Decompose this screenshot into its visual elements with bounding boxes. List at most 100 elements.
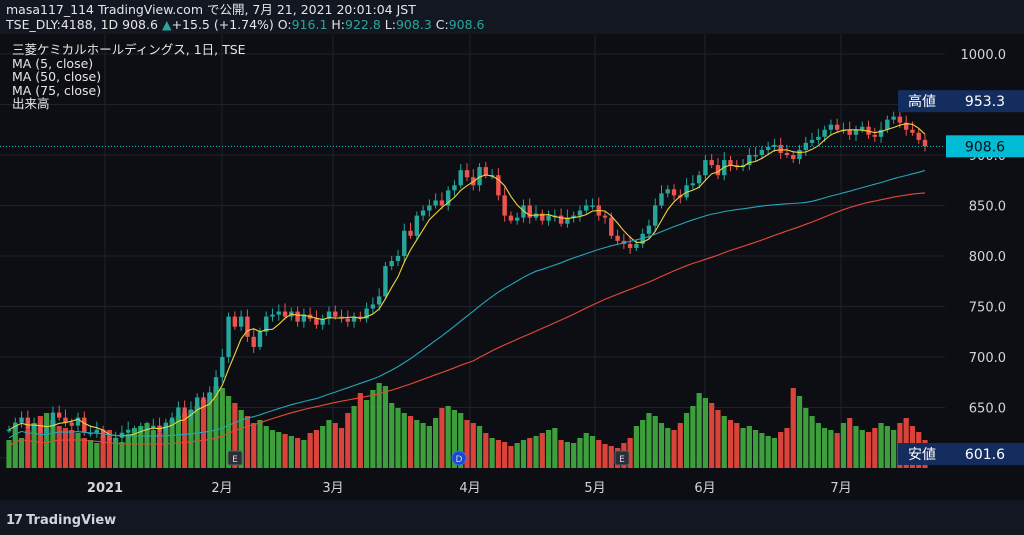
volume-bar [263, 426, 269, 468]
volume-bar [94, 443, 100, 468]
volume-bar [778, 432, 784, 468]
price-chart[interactable]: EDE 1000.0950.0900.0850.0800.0750.0700.0… [0, 34, 1024, 500]
open-value: 916.1 [291, 17, 328, 32]
candle-body [709, 160, 714, 166]
candle-body [107, 437, 112, 440]
candle-body [828, 124, 834, 130]
candle-body [63, 417, 68, 423]
volume-bar [81, 438, 87, 468]
volume-bar [407, 416, 414, 468]
candle-body [916, 132, 921, 140]
volume-bar [131, 428, 138, 468]
volume-bar [539, 433, 545, 468]
volume-bar [451, 410, 458, 468]
candle-body [282, 311, 288, 317]
candle-body [728, 160, 733, 166]
high-label: H: [331, 17, 346, 32]
volume-bar [182, 413, 188, 468]
volume-bar [784, 428, 790, 468]
chart-legend: 三菱ケミカルホールディングス, 1日, TSE MA (5, close) MA… [12, 43, 246, 111]
price-tag-name: 安値 [908, 447, 936, 463]
candle-body [38, 425, 43, 433]
volume-bar [414, 420, 420, 468]
candle-body [207, 392, 212, 403]
volume-bar [25, 430, 31, 468]
candle-body [609, 217, 614, 236]
tradingview-brand: TradingView [26, 513, 117, 528]
volume-bar [483, 433, 489, 468]
volume-bar [859, 430, 865, 468]
tradingview-logo[interactable]: 17 TradingView [6, 513, 116, 528]
candle-body [653, 205, 658, 226]
volume-bar [790, 388, 796, 468]
volume-bar [188, 410, 194, 468]
volume-bar [803, 408, 809, 468]
volume-bar [18, 438, 25, 468]
candle-body [257, 331, 263, 347]
volume-bar [6, 440, 12, 468]
volume-bar [282, 434, 288, 468]
volume-bar [382, 386, 389, 468]
volume-bar [652, 416, 658, 468]
candle-body [420, 210, 426, 216]
volume-bar [753, 430, 759, 468]
volume-bar [683, 413, 690, 468]
volume-bar [796, 396, 803, 468]
candle-body [834, 124, 840, 130]
candle-body [201, 397, 206, 403]
candle-body [395, 256, 401, 262]
low-label: L: [384, 17, 396, 32]
price-tag-name: 高値 [908, 93, 936, 110]
price-tick-label: 800.0 [969, 250, 1006, 265]
volume-bar [31, 423, 37, 468]
legend-ma5: MA (5, close) [12, 55, 94, 71]
price-tag-name-bg [898, 443, 946, 465]
volume-bar [326, 420, 332, 468]
volume-bar [640, 420, 646, 468]
volume-bar [125, 434, 131, 468]
high-value: 922.8 [345, 17, 381, 32]
candle-body [897, 116, 903, 123]
volume-bar [156, 433, 163, 468]
event-marker-label: E [619, 455, 625, 465]
candle-body [402, 230, 407, 256]
volume-bar [458, 413, 464, 468]
volume-bar [470, 423, 476, 468]
candle-body [452, 185, 457, 191]
ma5-line [8, 123, 926, 437]
candle-body [333, 311, 338, 317]
candle-body [213, 377, 219, 393]
volume-bar [596, 440, 602, 468]
earnings-marker-icon [614, 450, 630, 466]
candle-body [778, 144, 783, 153]
up-arrow-icon: ▲ [161, 17, 172, 32]
volume-bar [357, 393, 363, 468]
candle-body [19, 417, 24, 423]
candle-body [822, 129, 827, 137]
candle-body [910, 129, 915, 133]
candle-body [464, 170, 470, 178]
candle-body [853, 129, 859, 135]
candle-body [6, 429, 12, 432]
volume-bar [878, 423, 884, 468]
earnings-marker-icon [227, 450, 243, 466]
volume-bar [251, 423, 257, 468]
low-value: 908.3 [395, 17, 432, 32]
legend-volume: 出来高 [12, 96, 50, 111]
candle-body [885, 119, 890, 130]
volume-bar [106, 430, 112, 468]
candle-body [571, 215, 576, 218]
volume-bar [765, 436, 771, 468]
volume-bar [671, 430, 677, 468]
volume-bar [520, 440, 527, 468]
candle-body [383, 266, 388, 297]
volume-bar [602, 444, 608, 468]
volume-bar [163, 426, 169, 468]
candle-body [31, 425, 37, 430]
event-marker-label: E [232, 455, 238, 465]
candlesticks [6, 110, 928, 444]
volume-bar [225, 396, 232, 468]
candle-body [634, 243, 639, 248]
ma75-line [8, 192, 926, 447]
